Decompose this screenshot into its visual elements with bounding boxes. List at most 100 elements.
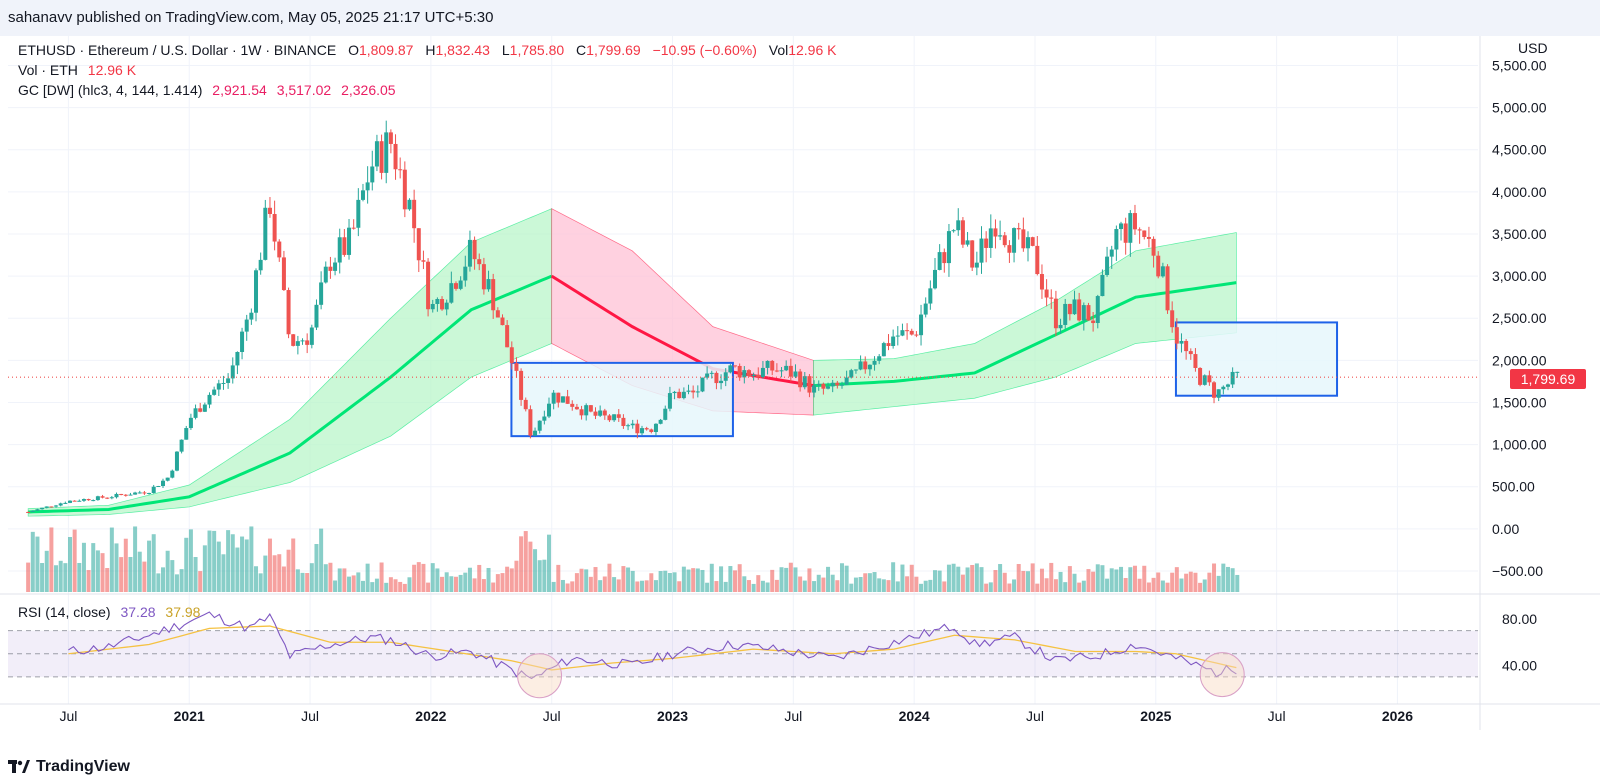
candle-body <box>579 409 584 416</box>
volume-bar <box>356 572 361 592</box>
volume-bar <box>1179 578 1184 592</box>
candle-body <box>407 199 412 210</box>
candle-body <box>1179 340 1184 344</box>
volume-bar <box>295 569 300 592</box>
candle-body <box>128 494 133 496</box>
volume-bar <box>612 577 617 592</box>
gc-basis-line <box>550 274 814 388</box>
volume-bar <box>826 566 831 592</box>
candle-body <box>891 336 896 346</box>
volume-bar <box>30 531 35 592</box>
volume-bar <box>723 581 728 592</box>
volume-bar <box>240 536 245 592</box>
volume-bar <box>1100 565 1105 592</box>
symbol-name[interactable]: ETHUSD · Ethereum / U.S. Dollar · 1W · B… <box>18 42 337 58</box>
candle-body <box>537 420 542 431</box>
volume-bar <box>895 581 900 592</box>
volume-bar <box>1225 566 1230 592</box>
volume-bar <box>1132 565 1137 592</box>
candle-body <box>1095 296 1100 324</box>
candle-body <box>649 429 654 432</box>
time-tick-label: Jul <box>1268 708 1286 724</box>
volume-bar <box>100 553 105 592</box>
volume-bar <box>481 579 486 592</box>
tradingview-brand-text: TradingView <box>36 758 130 775</box>
volume-bar <box>937 570 942 592</box>
volume-bar <box>574 573 579 592</box>
volume-bar <box>519 536 524 592</box>
volume-bar <box>863 573 868 592</box>
candle-body <box>347 227 352 255</box>
candle-body <box>305 340 310 345</box>
volume-bar <box>1063 582 1068 592</box>
volume-bar <box>1105 578 1110 592</box>
volume-bar <box>174 574 179 592</box>
volume-bar <box>1114 569 1119 592</box>
close-label: C <box>576 42 587 58</box>
volume-indicator-label[interactable]: Vol · ETH <box>18 62 78 78</box>
candle-body <box>1132 213 1137 230</box>
candle-body <box>440 299 445 310</box>
volume-bar <box>719 566 724 592</box>
candle-body <box>928 288 933 304</box>
volume-bar <box>746 580 751 592</box>
candle-body <box>626 425 631 427</box>
volume-bar <box>398 581 403 592</box>
volume-bar <box>49 527 54 592</box>
tradingview-logo[interactable]: TradingView <box>8 758 130 776</box>
candle-body <box>500 317 505 326</box>
price-tick-label: 1,500.00 <box>1492 394 1547 410</box>
volume-bar <box>946 564 951 592</box>
candle-body <box>1012 228 1017 253</box>
volume-bar <box>737 564 742 592</box>
volume-bar <box>170 560 175 592</box>
candle-body <box>909 330 914 335</box>
volume-bar <box>640 580 645 592</box>
rsi-indicator-label[interactable]: RSI (14, close) <box>18 604 111 620</box>
volume-bar <box>1188 571 1193 592</box>
candle-body <box>519 370 524 400</box>
candle-body <box>254 270 259 313</box>
volume-bar <box>523 531 528 592</box>
candle-body <box>1114 229 1119 250</box>
volume-bar <box>900 564 905 592</box>
candle-body <box>379 141 384 173</box>
volume-bar <box>672 572 677 592</box>
open-label: O <box>348 42 359 58</box>
gc-indicator-label[interactable]: GC [DW] (hlc3, 4, 144, 1.414) <box>18 82 203 98</box>
volume-bar <box>128 556 133 592</box>
volume-bar <box>700 569 705 592</box>
candle-body <box>960 220 965 245</box>
candle-body <box>226 378 231 383</box>
volume-bar <box>263 555 268 592</box>
time-tick-label: Jul <box>784 708 802 724</box>
candle-body <box>816 383 821 386</box>
volume-bar <box>440 576 445 592</box>
volume-bar <box>728 566 733 592</box>
volume-bar <box>998 564 1003 592</box>
candle-body <box>458 280 463 289</box>
candle-body <box>58 503 63 506</box>
volume-bar <box>67 536 72 592</box>
volume-bar <box>784 567 789 592</box>
candle-body <box>812 385 817 393</box>
currency-button[interactable]: USD <box>1518 40 1548 56</box>
volume-bar <box>551 581 556 592</box>
volume-bar <box>351 575 356 592</box>
candle-body <box>547 403 552 417</box>
candle-body <box>700 377 705 392</box>
volume-bar <box>40 563 45 592</box>
candle-body <box>1035 245 1040 275</box>
candle-body <box>384 132 389 173</box>
candle-body <box>932 269 937 289</box>
candle-body <box>900 330 905 336</box>
candle-body <box>1002 235 1007 246</box>
chart-canvas[interactable]: 5,500.00 5,000.00 4,500.00 4,000.00 3,500.00… <box>0 0 1600 752</box>
volume-bar <box>467 567 472 592</box>
volume-bar <box>974 563 979 592</box>
candle-body <box>30 510 35 512</box>
volume-bar <box>123 538 128 592</box>
candle-body <box>356 199 361 228</box>
candle-body <box>267 207 272 215</box>
gc-lower-value: 2,326.05 <box>341 82 396 98</box>
